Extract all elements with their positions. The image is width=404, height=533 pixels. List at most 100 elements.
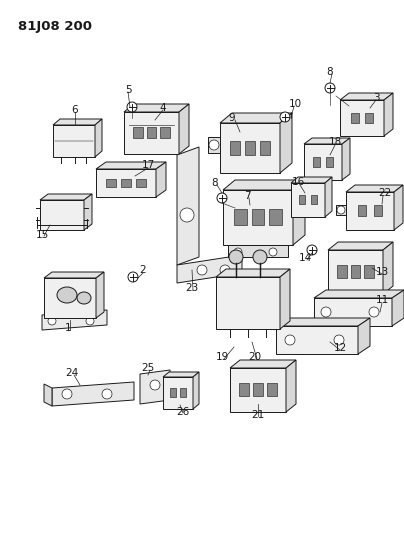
Text: 14: 14 [299, 253, 311, 263]
Polygon shape [325, 177, 332, 217]
Text: 18: 18 [328, 137, 342, 147]
Polygon shape [124, 104, 189, 112]
Polygon shape [96, 162, 166, 169]
Polygon shape [193, 372, 199, 409]
Polygon shape [96, 169, 156, 197]
Text: 4: 4 [160, 103, 166, 113]
Bar [351, 265, 360, 278]
Polygon shape [291, 177, 332, 183]
Circle shape [127, 102, 137, 112]
Polygon shape [40, 200, 84, 230]
Text: 8: 8 [327, 67, 333, 77]
Circle shape [337, 206, 345, 214]
Bar [313, 157, 320, 167]
Polygon shape [280, 113, 292, 173]
Circle shape [307, 245, 317, 255]
Polygon shape [44, 278, 96, 318]
Bar [160, 127, 170, 139]
Polygon shape [216, 269, 290, 277]
Text: 9: 9 [229, 113, 235, 123]
Circle shape [220, 265, 230, 275]
Polygon shape [156, 162, 166, 197]
Text: 26: 26 [177, 407, 189, 417]
Bar [133, 127, 143, 139]
Polygon shape [286, 360, 296, 412]
Text: 13: 13 [375, 267, 389, 277]
Ellipse shape [57, 287, 77, 303]
Text: 23: 23 [185, 283, 199, 293]
Bar [364, 265, 374, 278]
Polygon shape [346, 185, 403, 192]
Text: 19: 19 [215, 352, 229, 362]
Circle shape [209, 140, 219, 150]
Polygon shape [340, 93, 393, 100]
Polygon shape [291, 183, 325, 217]
Circle shape [325, 83, 335, 93]
Bar [374, 205, 382, 216]
Polygon shape [314, 290, 404, 298]
Text: 25: 25 [141, 363, 155, 373]
Circle shape [180, 208, 194, 222]
Polygon shape [140, 370, 170, 404]
Bar [337, 265, 347, 278]
Bar [267, 383, 277, 395]
Bar [260, 141, 270, 155]
Polygon shape [220, 123, 280, 173]
Polygon shape [52, 382, 134, 406]
Bar [170, 388, 176, 397]
Polygon shape [179, 104, 189, 154]
Bar [269, 209, 282, 224]
Bar [121, 179, 131, 187]
Bar [365, 112, 373, 123]
Polygon shape [304, 138, 350, 144]
Text: 21: 21 [251, 410, 265, 420]
Polygon shape [223, 190, 293, 245]
Polygon shape [304, 144, 342, 180]
Bar [136, 179, 146, 187]
Polygon shape [340, 100, 384, 136]
Text: 6: 6 [72, 105, 78, 115]
Circle shape [229, 250, 243, 264]
Text: 5: 5 [125, 85, 131, 95]
Polygon shape [383, 242, 393, 294]
Polygon shape [84, 194, 92, 230]
Polygon shape [280, 269, 290, 329]
Polygon shape [44, 272, 104, 278]
Bar [229, 141, 240, 155]
Polygon shape [328, 242, 393, 250]
Polygon shape [346, 192, 394, 230]
Circle shape [321, 307, 331, 317]
Polygon shape [394, 185, 403, 230]
Bar [253, 383, 263, 395]
Text: 3: 3 [372, 93, 379, 103]
Text: 1: 1 [65, 323, 72, 333]
Text: 20: 20 [248, 352, 261, 362]
Circle shape [234, 248, 242, 256]
Polygon shape [208, 137, 220, 153]
Text: 11: 11 [375, 295, 389, 305]
Polygon shape [53, 125, 95, 157]
Polygon shape [220, 113, 292, 123]
Polygon shape [95, 119, 102, 157]
Ellipse shape [77, 292, 91, 304]
Polygon shape [42, 310, 107, 330]
Text: 22: 22 [379, 188, 391, 198]
Text: 81J08 200: 81J08 200 [18, 20, 92, 33]
Text: 15: 15 [36, 230, 48, 240]
Bar [358, 205, 366, 216]
Circle shape [369, 307, 379, 317]
Polygon shape [53, 119, 102, 125]
Bar [105, 179, 116, 187]
Polygon shape [44, 384, 52, 406]
Bar [311, 195, 317, 205]
Circle shape [280, 112, 290, 122]
Polygon shape [342, 138, 350, 180]
Polygon shape [228, 245, 288, 257]
Circle shape [285, 335, 295, 345]
Bar [326, 157, 333, 167]
Text: 10: 10 [288, 99, 301, 109]
Polygon shape [328, 250, 383, 294]
Polygon shape [163, 372, 199, 377]
Circle shape [269, 248, 277, 256]
Polygon shape [230, 360, 296, 368]
